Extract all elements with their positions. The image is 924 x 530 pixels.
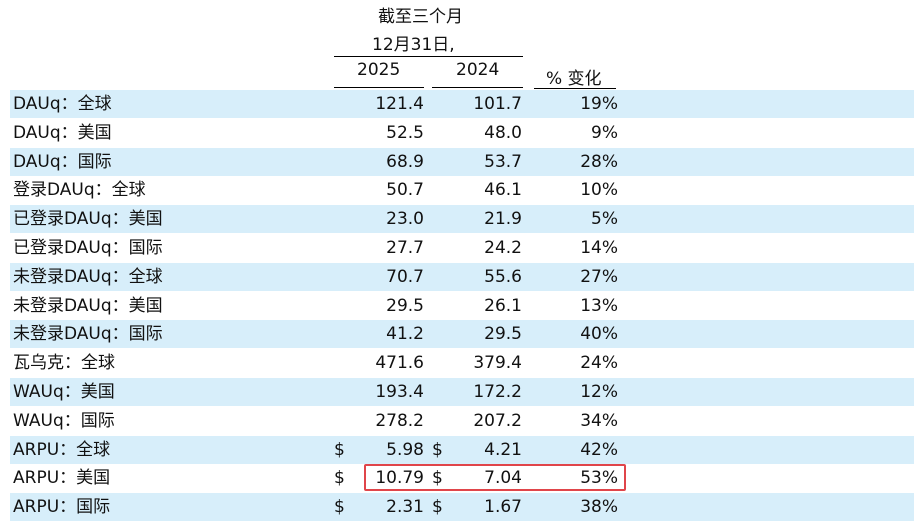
row-label: WAUq：国际 [13,410,115,431]
row-label: 未登录DAUq：美国 [13,295,163,316]
period-header-line1: 截至三个月 [378,7,463,27]
currency-symbol-2024: $ [432,497,443,518]
row-label: 已登录DAUq：美国 [13,209,163,230]
column-header-2024: 2024 [456,60,500,80]
table-row: 登录DAUq：全球 50.7 46.1 10% [10,176,914,204]
value-2024: 379.4 [473,353,522,374]
value-2024: 1.67 [484,497,522,518]
currency-symbol-2024: $ [432,468,443,489]
value-change: 28% [580,151,618,172]
table-row: ARPU：美国 $ $10.79 7.04 53% [10,464,914,492]
table-row: DAUq：全球 121.4 101.7 19% [10,90,914,118]
value-2024: 4.21 [484,439,522,460]
value-2024: 53.7 [484,151,522,172]
row-label: 已登录DAUq：国际 [13,238,163,258]
value-change: 27% [580,266,618,287]
table-row: 瓦乌克：全球 471.6 379.4 24% [10,349,914,377]
value-change: 14% [580,238,618,258]
currency-symbol-2025: $ [334,439,345,460]
row-label: DAUq：国际 [13,151,112,172]
value-change: 9% [591,122,618,143]
header-rule-2024 [432,87,523,88]
value-2025: 471.6 [375,353,424,374]
period-header-line2: 12月31日, [372,35,455,55]
header-rule-change [534,88,616,89]
table-row: DAUq：国际 68.9 53.7 28% [10,147,914,176]
value-2025: 193.4 [375,382,424,402]
row-label: ARPU：美国 [13,468,111,489]
value-2024: 48.0 [484,122,522,143]
currency-symbol-2025: $ [334,497,345,518]
value-2025: 5.98 [386,439,424,460]
value-change: 19% [580,94,618,114]
table-row: 未登录DAUq：国际 41.2 29.5 40% [10,320,914,349]
table-row: WAUq：美国 193.4 172.2 12% [10,378,914,406]
value-2025: 23.0 [386,209,424,230]
value-change: 38% [580,497,618,518]
value-2025: 52.5 [386,122,424,143]
table-row: 未登录DAUq：美国 29.5 26.1 13% [10,292,914,320]
table-row: ARPU：国际 $ $2.31 1.67 38% [10,493,914,522]
value-2025: 278.2 [375,410,424,431]
row-label: WAUq：美国 [13,382,115,402]
header-rule-period [334,56,523,57]
value-2024: 101.7 [473,94,522,114]
value-2024: 29.5 [484,324,522,345]
row-label: ARPU：国际 [13,497,111,518]
currency-symbol-2025: $ [334,468,345,489]
value-change: 10% [580,180,618,201]
value-2024: 24.2 [484,238,522,258]
value-2025: 70.7 [386,266,424,287]
table-row: WAUq：国际 278.2 207.2 34% [10,407,914,435]
row-label: 登录DAUq：全球 [13,180,146,201]
table-row: 已登录DAUq：国际 27.7 24.2 14% [10,234,914,262]
value-change: 34% [580,410,618,431]
value-2025: 50.7 [386,180,424,201]
value-2025: 41.2 [386,324,424,345]
row-label: 瓦乌克：全球 [13,353,115,374]
value-change: 40% [580,324,618,345]
value-2024: 26.1 [484,295,522,316]
value-2025: 10.79 [375,468,424,489]
value-change: 53% [580,468,618,489]
table-row: DAUq：美国 52.5 48.0 9% [10,119,914,147]
column-header-change: % 变化 [546,69,602,89]
table-row: ARPU：全球 $ $5.98 4.21 42% [10,435,914,464]
value-2025: 2.31 [386,497,424,518]
value-2024: 7.04 [484,468,522,489]
currency-symbol-2024: $ [432,439,443,460]
value-2024: 21.9 [484,209,522,230]
value-change: 42% [580,439,618,460]
value-2024: 46.1 [484,180,522,201]
row-label: DAUq：美国 [13,122,112,143]
value-change: 5% [591,209,618,230]
value-2024: 55.6 [484,266,522,287]
table-row: 未登录DAUq：全球 70.7 55.6 27% [10,262,914,291]
row-label: 未登录DAUq：国际 [13,324,163,345]
value-2025: 29.5 [386,295,424,316]
value-change: 13% [580,295,618,316]
table-row: 已登录DAUq：美国 23.0 21.9 5% [10,205,914,234]
row-label: DAUq：全球 [13,94,112,114]
row-label: 未登录DAUq：全球 [13,266,163,287]
value-2025: 68.9 [386,151,424,172]
header-rule-2025 [334,87,424,88]
row-label: ARPU：全球 [13,439,111,460]
value-2024: 207.2 [473,410,522,431]
value-change: 12% [580,382,618,402]
column-header-2025: 2025 [357,60,401,80]
value-2025: 27.7 [386,238,424,258]
value-2024: 172.2 [473,382,522,402]
value-2025: 121.4 [375,94,424,114]
value-change: 24% [580,353,618,374]
